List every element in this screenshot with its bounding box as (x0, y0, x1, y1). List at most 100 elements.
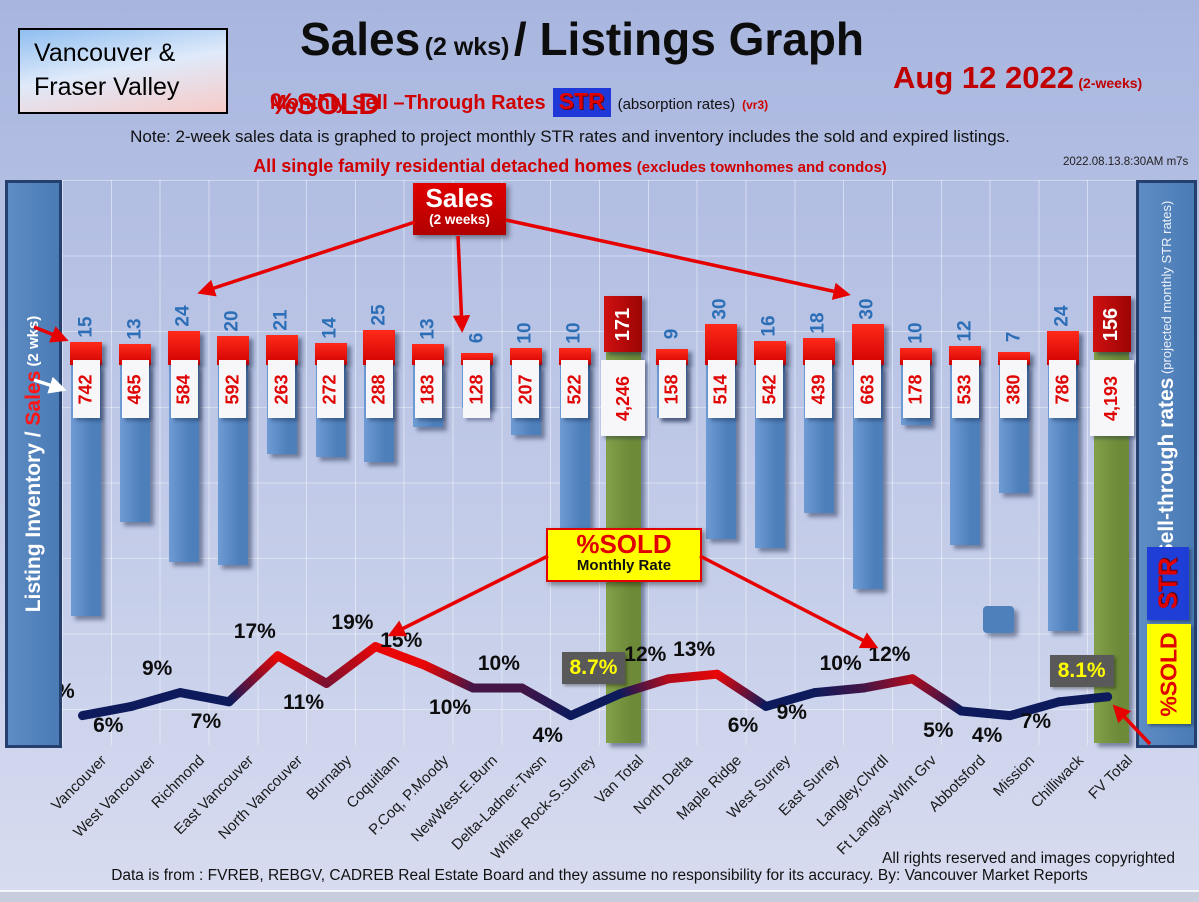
sales-cap-bar (168, 331, 201, 365)
str-percent-label: 17% (233, 619, 276, 643)
str-percent-label: 10% (477, 652, 520, 675)
str-percent-label: 10% (429, 696, 472, 719)
inventory-value-label: 4,246 (601, 360, 646, 436)
str-percent-label: 5% (923, 719, 954, 742)
subtitle-percent-sold: %SOLD (270, 88, 381, 121)
str-percent-label: 9% (141, 656, 173, 680)
str-percent-label: 12% (624, 642, 667, 666)
inventory-value-label: 380 (1000, 360, 1028, 418)
page-title: Sales (2 wks) / Listings Graph (300, 12, 940, 66)
str-percent-label: 6% (727, 714, 759, 738)
logo-line2: Fraser Valley (34, 73, 180, 101)
str-badge: STR (552, 88, 611, 117)
str-line-segment (78, 701, 136, 721)
sales-cap-bar (363, 330, 396, 365)
str-line-segment (810, 683, 869, 698)
str-line-segment (615, 674, 673, 699)
str-line-segment (859, 674, 917, 693)
str-percent-label: 6% (93, 714, 124, 738)
left-axis-bar: Listing Inventory / Sales (2 wks) (5, 180, 62, 748)
sales-cap-bar (314, 343, 347, 365)
inventory-value-label: 183 (414, 360, 442, 418)
inventory-value-label: 465 (121, 360, 149, 418)
inventory-value-label: 4,193 (1089, 360, 1134, 436)
str-percent-label: 13% (673, 638, 716, 662)
sales-cap-bar (119, 344, 152, 365)
sales-cap-bar (412, 344, 445, 365)
sales-cap-bar (1046, 331, 1079, 365)
str-percent-total-badge: 8.1% (1049, 654, 1114, 687)
sold-rate-callout-box: %SOLD Monthly Rate (546, 528, 702, 582)
category-axis: Vancouver West Vancouver Richmond East Vanc… (48, 748, 1136, 878)
inventory-value-label: 272 (317, 360, 344, 418)
inventory-value-label: 178 (902, 360, 930, 418)
str-line-segment (663, 669, 722, 684)
sales-cap-bar: 156 (1092, 296, 1131, 352)
str-line-segment (761, 688, 820, 711)
inventory-value-label: 207 (512, 360, 540, 418)
bottom-strip (0, 890, 1199, 902)
str-percent-label: 9% (776, 700, 807, 724)
rights-text: All rights reserved and images copyright… (882, 850, 1175, 867)
str-line-segment (907, 674, 966, 716)
percent-sold-vertical-badge: %SOLD (1147, 624, 1191, 724)
title-sales: Sales (300, 13, 421, 65)
left-axis-label: Listing Inventory / Sales (2 wks) (21, 315, 45, 613)
str-line-segment (224, 651, 283, 707)
logo-line1: Vancouver & (34, 39, 176, 68)
str-line-segment (370, 642, 429, 670)
subtitle-absorption: (absorption rates) (617, 96, 736, 113)
str-percent-label: 12% (868, 642, 911, 666)
inventory-value-label: 128 (463, 360, 491, 418)
str-line-segment (956, 706, 1015, 721)
source-attribution-text: Data is from : FVREB, REBGV, CADREB Real… (111, 867, 1088, 884)
generated-timestamp: 2022.08.13.8:30AM m7s (1063, 156, 1189, 168)
str-percent-total-badge: 8.7% (561, 651, 626, 684)
title-wks: (2 wks) (424, 33, 510, 61)
title-rest: / Listings Graph (513, 13, 865, 65)
report-date: Aug 12 2022 (2-weeks) (893, 60, 1143, 95)
inventory-value-label: 514 (707, 360, 735, 418)
str-percent-label: 11% (283, 691, 325, 715)
inventory-value-label: 592 (219, 360, 247, 418)
legend-square-decoration (983, 606, 1014, 633)
sales-callout-box: Sales (2 weeks) (413, 183, 506, 235)
str-percent-label: 10% (819, 652, 862, 675)
inventory-value-label: 663 (854, 360, 882, 418)
note-text: Note: 2-week sales data is graphed to pr… (130, 127, 1010, 146)
inventory-value-label: 158 (658, 360, 686, 418)
scope-text: All single family residential detached h… (253, 156, 887, 176)
sales-cap-bar: 171 (604, 296, 643, 352)
str-line-segment (419, 660, 478, 693)
str-line-segment (517, 683, 576, 721)
str-line-segment (566, 689, 625, 721)
str-percent-label: 15% (380, 629, 423, 652)
str-line-segment (175, 688, 234, 707)
str-percent-label: 19% (331, 610, 374, 634)
inventory-value-label: 786 (1049, 360, 1077, 418)
region-logo-box: Vancouver & Fraser Valley (18, 28, 228, 114)
inventory-value-label: 522 (561, 360, 589, 418)
str-vertical-badge: STR (1147, 547, 1189, 620)
subtitle-version: (vr3) (742, 98, 769, 112)
str-line-segment (1005, 697, 1064, 721)
inventory-value-label: 584 (170, 360, 198, 418)
inventory-value-label: 533 (951, 360, 979, 418)
sales-cap-bar (70, 342, 103, 365)
subtitle-sell-through: Monthly Sell –Through Rates (270, 92, 546, 114)
inventory-value-label: 263 (268, 360, 296, 418)
str-line-segment (126, 688, 185, 711)
inventory-value-label: 439 (805, 360, 833, 418)
str-line-segment (322, 642, 380, 688)
inventory-value-label: 542 (756, 360, 784, 418)
sales-cap-bar (851, 324, 884, 365)
str-line-segment (712, 669, 771, 711)
subtitle-str: %SOLD Monthly Sell –Through Rates STR (a… (270, 88, 769, 121)
str-line-segment (1054, 692, 1113, 707)
str-percent-label: 4% (971, 723, 1003, 747)
right-axis-label: Sell-through rates (projected monthly ST… (1154, 200, 1178, 558)
inventory-value-label: 742 (72, 360, 100, 418)
str-line-segment (273, 651, 332, 688)
chart-plot-area: 157424%134656%245849%205927%2126317%1427… (44, 180, 1136, 747)
